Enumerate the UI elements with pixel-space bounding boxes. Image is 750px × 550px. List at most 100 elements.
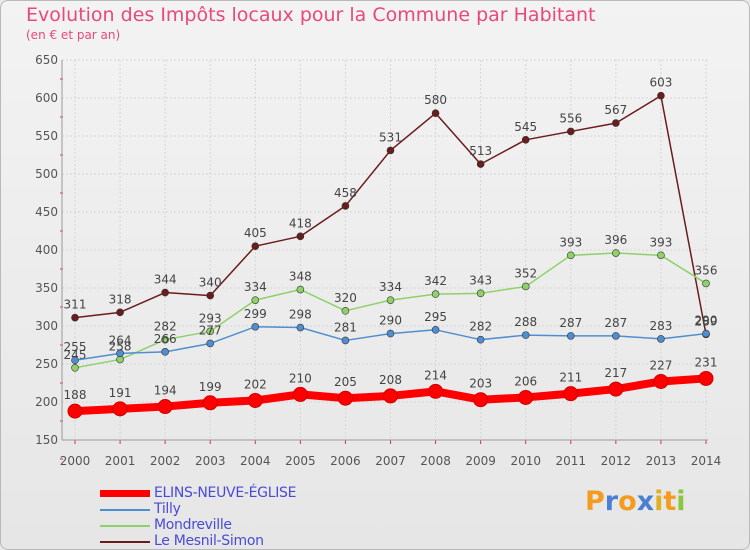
data-point (206, 327, 215, 336)
data-point (431, 325, 440, 334)
data-label: 205 (334, 375, 357, 389)
data-point (612, 249, 620, 257)
x-tick-label: 2014 (691, 454, 722, 468)
legend-label: ELINS-NEUVE-ÉGLISE (154, 485, 297, 501)
data-label: 282 (469, 320, 492, 334)
x-tick-label: 2004 (240, 454, 271, 468)
data-point (206, 339, 215, 348)
data-point (702, 279, 710, 288)
data-label: 206 (514, 374, 537, 388)
data-point (71, 313, 79, 322)
x-tick-label: 2011 (556, 454, 587, 468)
data-label: 255 (64, 340, 87, 354)
data-label: 194 (154, 384, 177, 398)
data-point (702, 329, 710, 338)
data-point (161, 348, 169, 356)
legend-swatch (100, 525, 150, 527)
data-label: 293 (199, 311, 222, 325)
data-label: 202 (244, 377, 267, 391)
data-point (251, 242, 260, 250)
data-label: 405 (244, 226, 267, 240)
data-label: 277 (199, 323, 222, 337)
y-tick-label: 650 (35, 53, 58, 67)
data-point (431, 290, 440, 298)
data-point (657, 251, 665, 260)
data-label: 258 (109, 339, 132, 353)
data-label: 282 (154, 320, 177, 334)
data-label: 299 (244, 307, 267, 321)
data-label: 311 (64, 298, 87, 312)
data-label: 283 (649, 319, 672, 333)
data-point (612, 119, 620, 127)
data-label: 334 (379, 280, 402, 294)
x-tick-label: 2008 (420, 454, 451, 468)
data-point (71, 356, 79, 365)
data-label: 418 (289, 216, 312, 230)
logo-letter: o (618, 486, 637, 517)
data-point (296, 285, 305, 294)
data-point (296, 232, 305, 241)
data-point (116, 308, 124, 317)
x-tick-label: 2012 (601, 454, 632, 468)
logo-letter: i (654, 486, 664, 517)
data-point (161, 288, 169, 297)
data-point (251, 322, 260, 331)
data-point (386, 329, 395, 338)
legend-swatch (100, 509, 150, 511)
data-point (112, 401, 128, 417)
data-label: 214 (424, 368, 447, 382)
data-label: 340 (199, 276, 222, 290)
data-point (337, 390, 353, 406)
data-point (521, 136, 530, 144)
x-tick-label: 2000 (60, 454, 91, 468)
x-tick-label: 2003 (195, 454, 226, 468)
proxiti-logo: Proxiti (585, 486, 686, 517)
data-point (653, 373, 669, 389)
y-tick-label: 150 (35, 433, 58, 447)
data-label: 458 (334, 186, 357, 200)
data-label: 281 (334, 320, 357, 334)
data-point (431, 109, 440, 117)
data-point (157, 399, 173, 415)
data-label: 334 (244, 280, 267, 294)
data-label: 393 (559, 235, 582, 249)
data-point (612, 332, 620, 340)
data-point (476, 289, 485, 298)
data-label: 603 (649, 76, 672, 90)
data-label: 343 (469, 273, 492, 287)
data-label: 344 (154, 273, 177, 287)
data-label: 287 (604, 316, 627, 330)
data-point (473, 392, 489, 408)
data-label: 289 (695, 314, 718, 328)
data-label: 199 (199, 380, 222, 394)
data-point (608, 381, 624, 397)
data-label: 556 (559, 111, 582, 125)
data-point (341, 306, 350, 315)
x-tick-label: 2013 (646, 454, 677, 468)
data-label: 288 (514, 315, 537, 329)
x-tick-label: 2009 (465, 454, 496, 468)
legend-swatch (100, 490, 150, 497)
data-label: 287 (559, 316, 582, 330)
data-label: 295 (424, 310, 447, 324)
data-label: 210 (289, 371, 312, 385)
data-label: 356 (695, 263, 718, 277)
data-label: 580 (424, 93, 447, 107)
data-point (476, 335, 485, 344)
logo-letter: x (636, 486, 655, 517)
y-tick-label: 500 (35, 167, 58, 181)
data-point (383, 388, 398, 404)
data-label: 266 (154, 332, 177, 346)
data-point (386, 296, 395, 304)
data-point (386, 146, 395, 155)
data-label: 352 (514, 266, 537, 280)
logo-letter: r (604, 486, 619, 517)
x-tick-label: 2002 (150, 454, 181, 468)
data-label: 567 (604, 103, 627, 117)
legend-swatch (100, 541, 150, 543)
data-point (341, 336, 350, 345)
data-label: 320 (334, 291, 357, 305)
data-point (116, 349, 124, 358)
data-label: 264 (109, 333, 132, 347)
